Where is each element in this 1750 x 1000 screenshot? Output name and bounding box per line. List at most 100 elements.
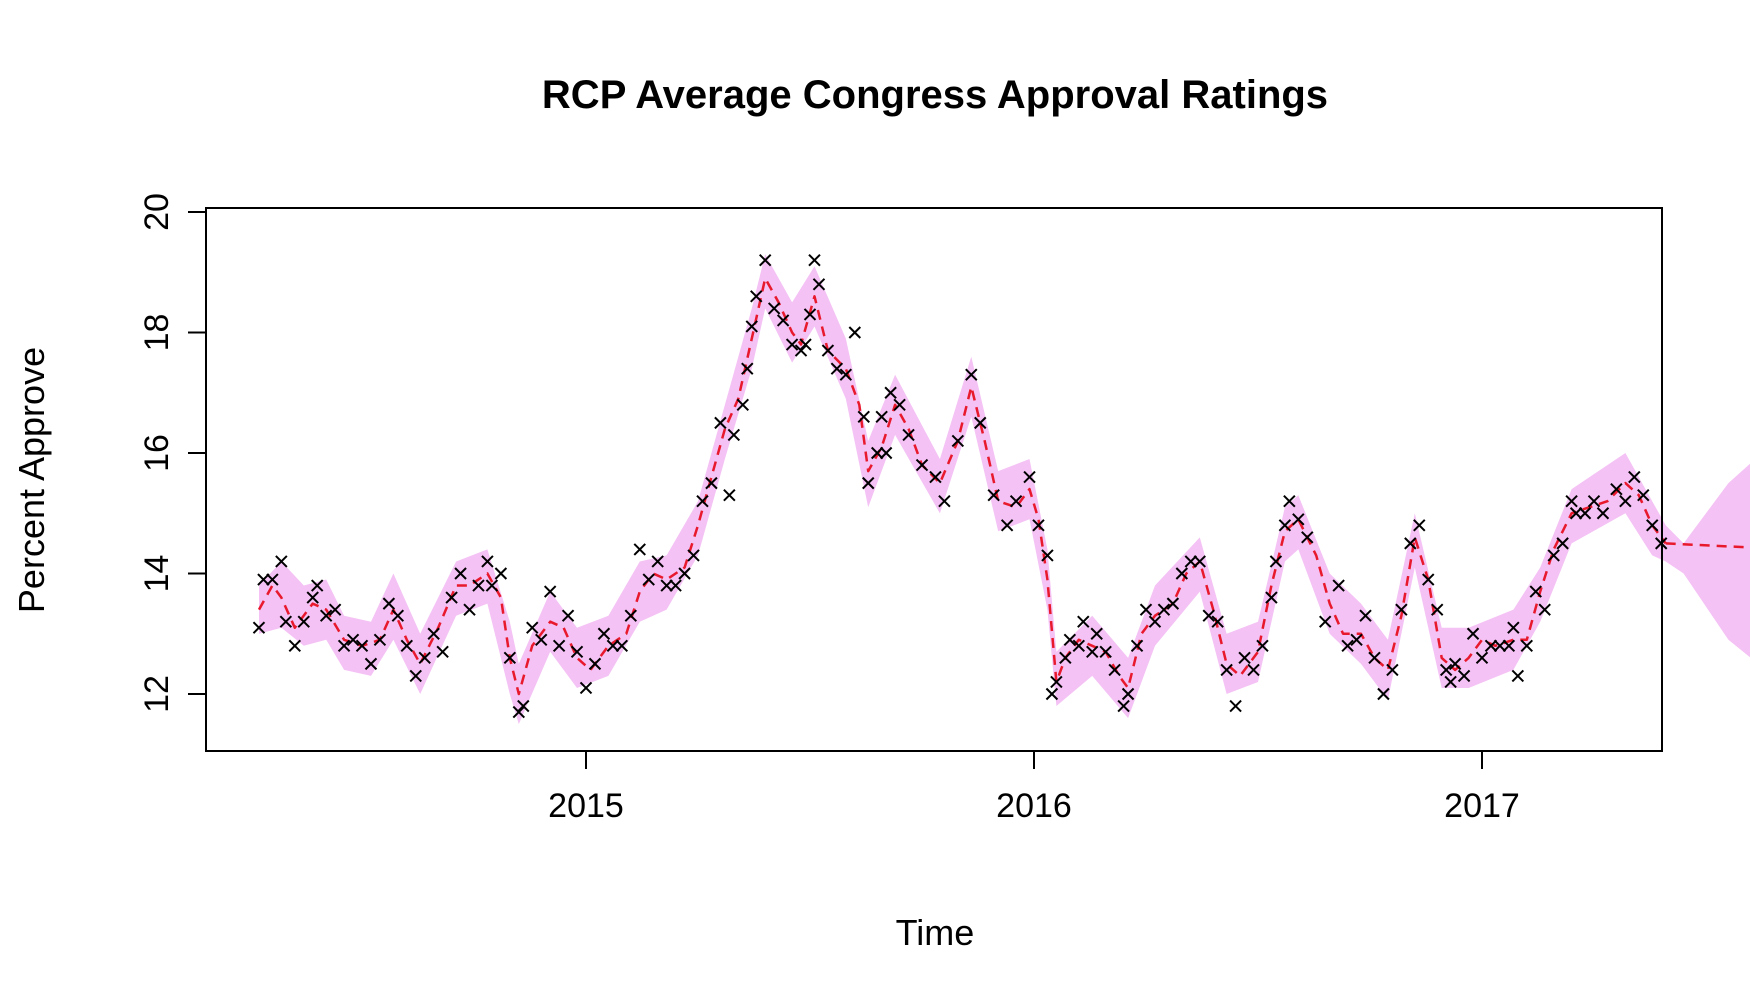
data-point bbox=[1413, 519, 1426, 532]
data-point bbox=[400, 639, 414, 653]
data-point bbox=[669, 579, 682, 592]
data-point bbox=[1292, 513, 1305, 526]
data-point bbox=[633, 543, 646, 556]
data-point bbox=[624, 609, 638, 622]
data-point bbox=[875, 410, 888, 424]
data-point bbox=[857, 410, 870, 424]
data-point bbox=[1507, 621, 1520, 634]
data-point bbox=[1099, 645, 1112, 659]
data-point bbox=[472, 579, 485, 592]
data-point bbox=[328, 603, 342, 616]
data-point bbox=[794, 344, 808, 357]
data-point bbox=[1193, 555, 1206, 568]
data-point bbox=[727, 428, 741, 442]
data-point bbox=[382, 597, 396, 610]
data-point bbox=[588, 657, 602, 671]
data-point bbox=[252, 621, 266, 634]
data-point bbox=[266, 573, 279, 586]
y-axis: 12 14 16 18 20 bbox=[138, 193, 207, 713]
data-point bbox=[1086, 645, 1099, 659]
data-point bbox=[714, 416, 727, 430]
data-point bbox=[736, 398, 750, 412]
data-point bbox=[463, 603, 476, 616]
data-point bbox=[1457, 669, 1471, 683]
data-point bbox=[552, 639, 566, 653]
data-point bbox=[310, 579, 324, 592]
data-point bbox=[319, 609, 333, 622]
data-point bbox=[1166, 597, 1180, 610]
y-tick-label: 20 bbox=[138, 193, 176, 231]
data-point bbox=[1059, 651, 1072, 665]
data-point bbox=[879, 446, 893, 460]
data-point bbox=[275, 555, 288, 568]
data-point bbox=[821, 344, 835, 357]
data-point bbox=[938, 494, 951, 508]
data-point bbox=[741, 362, 754, 375]
data-point bbox=[1238, 651, 1251, 665]
data-point bbox=[481, 555, 494, 568]
data-point bbox=[1529, 585, 1542, 598]
data-point bbox=[1637, 488, 1650, 502]
data-point bbox=[615, 639, 629, 653]
data-point bbox=[750, 290, 763, 303]
data-point bbox=[642, 573, 655, 586]
data-point bbox=[1247, 663, 1260, 677]
data-point bbox=[364, 657, 378, 671]
data-point bbox=[346, 633, 360, 646]
data-point bbox=[1202, 609, 1215, 622]
data-point bbox=[257, 573, 270, 586]
data-point bbox=[974, 416, 987, 430]
data-point bbox=[1108, 663, 1121, 677]
data-point bbox=[803, 308, 817, 321]
data-point bbox=[1578, 507, 1592, 520]
data-point bbox=[839, 368, 853, 381]
data-point bbox=[1211, 615, 1224, 628]
data-point bbox=[987, 488, 1000, 502]
data-point bbox=[884, 386, 897, 399]
data-point bbox=[454, 567, 467, 580]
data-point bbox=[1444, 675, 1457, 689]
x-tick-label: 2017 bbox=[1444, 787, 1520, 825]
data-point bbox=[1556, 537, 1569, 550]
data-point bbox=[1283, 494, 1296, 508]
data-point bbox=[337, 639, 351, 653]
data-point bbox=[758, 253, 772, 267]
data-point bbox=[1256, 639, 1269, 653]
data-point bbox=[1050, 675, 1063, 689]
data-point bbox=[1520, 639, 1534, 653]
data-point bbox=[597, 627, 611, 640]
uncertainty-band-layer bbox=[259, 254, 1750, 725]
data-point bbox=[1269, 555, 1283, 568]
data-point bbox=[902, 428, 915, 442]
data-point bbox=[570, 645, 584, 659]
data-point bbox=[1619, 494, 1632, 508]
data-point bbox=[1063, 633, 1077, 646]
data-point bbox=[561, 609, 575, 622]
data-point bbox=[409, 669, 422, 683]
data-point bbox=[687, 549, 700, 562]
data-point bbox=[1139, 603, 1153, 616]
data-point bbox=[767, 302, 781, 315]
data-point bbox=[391, 609, 405, 622]
data-point bbox=[1368, 651, 1381, 665]
data-point bbox=[705, 476, 718, 490]
uncertainty-band bbox=[259, 254, 1750, 725]
data-point bbox=[1359, 609, 1372, 622]
data-point bbox=[526, 621, 539, 634]
data-point bbox=[723, 488, 736, 502]
data-point bbox=[534, 633, 548, 646]
data-point bbox=[427, 627, 440, 640]
data-point bbox=[1596, 507, 1610, 520]
data-point bbox=[485, 579, 499, 592]
data-point bbox=[1404, 537, 1417, 550]
data-point bbox=[1569, 507, 1583, 520]
data-point bbox=[678, 567, 691, 580]
data-point bbox=[1117, 699, 1130, 713]
data-point bbox=[1341, 639, 1354, 653]
data-point bbox=[306, 591, 319, 604]
data-point bbox=[1628, 470, 1641, 484]
data-point bbox=[870, 446, 884, 460]
data-point bbox=[1466, 627, 1480, 640]
fit-line-layer bbox=[257, 277, 1750, 696]
